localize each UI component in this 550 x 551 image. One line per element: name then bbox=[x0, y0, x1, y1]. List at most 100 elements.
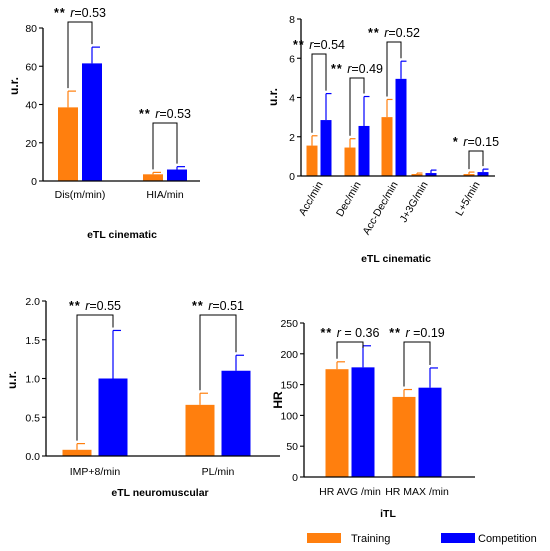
category-label: Acc-Dec/min bbox=[360, 179, 400, 237]
y-ticks: 0 2 4 6 8 bbox=[289, 14, 301, 183]
significance-bracket bbox=[199, 314, 237, 391]
panel-eTL-neuromuscular: u.r. 0.00.51.01.52.0 ** r=0.55 ** r=0.51 … bbox=[5, 296, 280, 499]
y-axis-label: u.r. bbox=[5, 371, 19, 389]
y-tick-label: 1.0 bbox=[25, 374, 40, 386]
panel-eTL-cinematic-distance: u.r. 0 20 40 60 80 ** r=0.53 ** r=0.53 Dis(m/… bbox=[7, 6, 200, 241]
significance-label: ** r =0.19 bbox=[389, 326, 445, 340]
y-tick-label: 20 bbox=[25, 138, 37, 150]
bars bbox=[58, 46, 187, 181]
bars bbox=[62, 329, 251, 456]
x-axis-title: iTL bbox=[380, 508, 396, 520]
category-label: PL/min bbox=[202, 466, 235, 478]
category-label: L+5/min bbox=[453, 179, 482, 218]
bar-competition bbox=[82, 63, 102, 181]
y-tick-label: 4 bbox=[289, 93, 295, 105]
bar-training bbox=[143, 174, 163, 181]
bar-competition bbox=[358, 125, 370, 176]
significance-annotations: ** r=0.53 ** r=0.53 bbox=[54, 6, 191, 170]
category-label: Acc/min bbox=[297, 179, 326, 217]
category-label: HR AVG /min bbox=[319, 486, 381, 498]
category-label: Dec/min bbox=[334, 179, 364, 218]
category-labels: HR AVG /min HR MAX /min bbox=[319, 486, 449, 498]
significance-bracket bbox=[386, 41, 402, 97]
y-tick-label: 6 bbox=[289, 53, 295, 65]
x-axis-title: eTL neuromuscular bbox=[111, 487, 208, 499]
legend-label-training: Training bbox=[351, 533, 390, 545]
bar-training bbox=[325, 369, 349, 477]
bar-training bbox=[62, 449, 92, 456]
bar-competition bbox=[351, 367, 375, 477]
significance-label: ** r=0.49 bbox=[331, 62, 383, 76]
bar-competition bbox=[98, 378, 128, 456]
bar-training bbox=[381, 117, 393, 176]
category-label: HR MAX /min bbox=[385, 486, 449, 498]
panel-iTL-heart-rate: HR 0 50 100 150 200 250 ** r = 0.36 ** r =0.19… bbox=[271, 318, 475, 520]
significance-annotations: ** r=0.55 ** r=0.51 bbox=[69, 299, 244, 441]
y-tick-label: 2.0 bbox=[25, 296, 40, 308]
bar-training bbox=[306, 145, 318, 176]
bar-competition bbox=[320, 120, 332, 176]
y-tick-label: 60 bbox=[25, 61, 37, 73]
category-label: J+3G/min bbox=[398, 179, 431, 224]
significance-bracket bbox=[468, 150, 484, 170]
bar-competition bbox=[418, 387, 442, 477]
y-tick-label: 0.0 bbox=[25, 451, 40, 463]
y-tick-label: 0 bbox=[289, 171, 295, 183]
y-tick-label: 0.5 bbox=[25, 412, 40, 424]
y-ticks: 0 50 100 150 200 250 bbox=[280, 318, 304, 484]
significance-label: ** r=0.53 bbox=[139, 107, 191, 121]
y-axis-label: u.r. bbox=[7, 77, 21, 95]
y-tick-label: 150 bbox=[280, 380, 298, 392]
category-labels: IMP+8/min PL/min bbox=[70, 466, 235, 478]
y-tick-label: 40 bbox=[25, 100, 37, 112]
y-tick-label: 250 bbox=[280, 318, 298, 330]
bar-competition bbox=[425, 173, 437, 176]
significance-label: ** r=0.55 bbox=[69, 299, 121, 313]
significance-label: * r=0.15 bbox=[453, 135, 499, 149]
y-tick-label: 200 bbox=[280, 349, 298, 361]
bar-training bbox=[344, 147, 356, 176]
bar-training bbox=[392, 396, 416, 477]
bar-training bbox=[58, 107, 78, 181]
y-tick-label: 8 bbox=[289, 14, 295, 26]
y-tick-label: 2 bbox=[289, 132, 295, 144]
significance-annotations: ** r=0.54** r=0.49** r=0.52* r=0.15 bbox=[293, 26, 499, 170]
y-axis-label: HR bbox=[271, 391, 285, 409]
x-axis-title: eTL cinematic bbox=[87, 229, 157, 241]
significance-bracket bbox=[311, 53, 327, 133]
bar-training bbox=[463, 174, 475, 176]
significance-label: ** r=0.53 bbox=[54, 6, 106, 20]
category-label: Dis(m/min) bbox=[55, 189, 106, 201]
y-tick-label: 50 bbox=[286, 441, 298, 453]
bar-training bbox=[411, 174, 423, 176]
significance-bracket bbox=[349, 77, 365, 136]
y-axis-label: u.r. bbox=[266, 88, 280, 106]
y-tick-label: 80 bbox=[25, 23, 37, 35]
significance-bracket bbox=[67, 21, 93, 89]
y-ticks: 0 20 40 60 80 bbox=[25, 23, 43, 188]
x-axis-title: eTL cinematic bbox=[361, 253, 431, 265]
bar-competition bbox=[221, 370, 251, 456]
bars bbox=[306, 60, 489, 176]
significance-bracket bbox=[152, 122, 178, 170]
significance-bracket bbox=[403, 341, 431, 387]
legend: Training Competition bbox=[307, 533, 537, 545]
bars bbox=[325, 345, 442, 477]
legend-swatch-competition bbox=[441, 533, 475, 543]
bar-competition bbox=[477, 172, 489, 176]
significance-label: ** r=0.52 bbox=[368, 26, 420, 40]
significance-annotations: ** r = 0.36 ** r =0.19 bbox=[321, 326, 445, 387]
significance-bracket bbox=[76, 314, 114, 441]
bar-competition bbox=[395, 78, 407, 176]
category-labels: Dis(m/min) HIA/min bbox=[55, 189, 184, 201]
category-label: HIA/min bbox=[146, 189, 184, 201]
legend-label-competition: Competition bbox=[478, 533, 537, 545]
y-tick-label: 100 bbox=[280, 410, 298, 422]
y-tick-label: 0 bbox=[292, 472, 298, 484]
y-tick-label: 0 bbox=[31, 176, 37, 188]
significance-label: ** r = 0.36 bbox=[321, 326, 380, 340]
legend-swatch-training bbox=[307, 533, 341, 543]
significance-bracket bbox=[336, 341, 364, 359]
